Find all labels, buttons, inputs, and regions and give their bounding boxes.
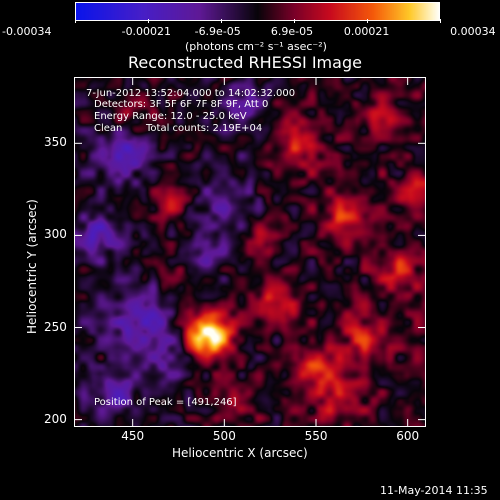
x-tick-label: 500 — [212, 429, 236, 443]
x-tick-label: 450 — [121, 429, 145, 443]
x-axis-label: Heliocentric X (arcsec) — [172, 446, 308, 460]
annotation-time: 7-Jun-2012 13:52:04.000 to 14:02:32.000 — [86, 88, 296, 99]
annotation-energy: Energy Range: 12.0 - 25.0 keV — [94, 111, 247, 122]
colorbar-tick-label: -0.00034 — [2, 25, 52, 38]
y-tick-label: 200 — [44, 411, 67, 426]
colorbar-tick-mark — [439, 19, 441, 23]
colorbar-tick-mark — [74, 19, 76, 23]
annotation-total-counts: Total counts: 2.19E+04 — [146, 123, 263, 134]
colorbar-unit: (photons cm⁻² s⁻¹ asec⁻²) — [185, 40, 327, 53]
colorbar-tick-label: 6.9e-05 — [270, 25, 314, 38]
y-tick-label: 300 — [44, 227, 67, 242]
colorbar-tick-label: -0.00021 — [121, 25, 172, 38]
heatmap-plot — [74, 77, 426, 427]
annotation-detectors: Detectors: 3F 5F 6F 7F 8F 9F, Att 0 — [94, 99, 269, 110]
x-tick-label: 550 — [304, 429, 328, 443]
annotation-method: Clean — [94, 123, 123, 134]
chart-title: Reconstructed RHESSI Image — [128, 53, 362, 72]
colorbar-tick-mark — [220, 19, 222, 23]
colorbar-tick-label: 0.00021 — [343, 25, 390, 38]
colorbar-tick-mark — [147, 19, 149, 23]
y-tick-label: 350 — [44, 135, 67, 150]
x-ticks — [132, 77, 409, 427]
footer-timestamp: 11-May-2014 11:35 — [380, 484, 488, 497]
colorbar-tick-mark — [366, 19, 368, 23]
y-tick-label: 250 — [44, 319, 67, 334]
x-tick-label: 600 — [396, 429, 420, 443]
colorbar — [75, 2, 440, 21]
y-ticks — [74, 142, 426, 421]
colorbar-tick-label: 0.00034 — [450, 25, 496, 38]
colorbar-tick-mark — [293, 19, 295, 23]
colorbar-tick-label: -6.9e-05 — [194, 25, 241, 38]
plot-frame — [74, 77, 426, 427]
annotation-peak: Position of Peak = [491,246] — [94, 397, 237, 408]
y-axis-label: Heliocentric Y (arcsec) — [25, 199, 39, 334]
heatmap-image — [74, 77, 426, 427]
